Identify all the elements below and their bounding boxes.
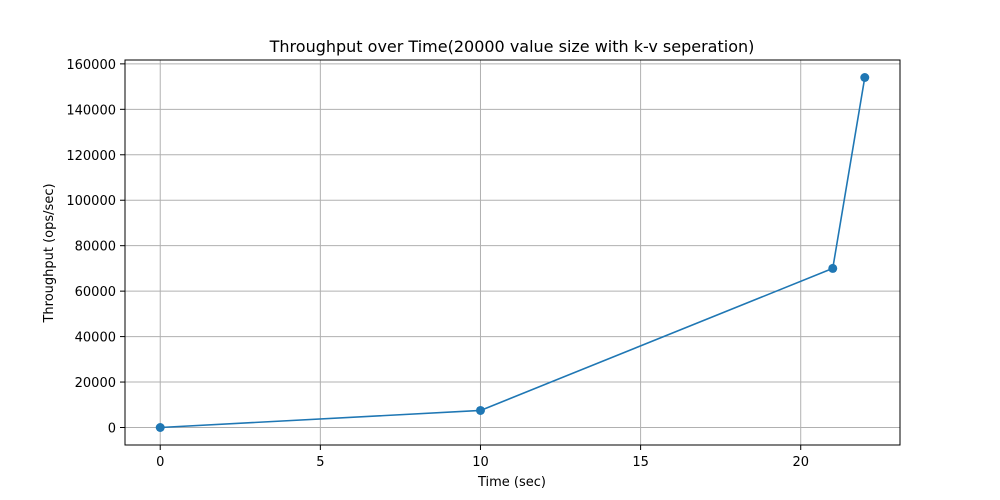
chart-title: Throughput over Time(20000 value size wi… xyxy=(269,37,755,56)
y-tick-label: 160000 xyxy=(66,58,116,73)
x-tick-label: 20 xyxy=(792,455,809,470)
series-line-0 xyxy=(160,77,866,429)
x-tick-label: 0 xyxy=(156,455,164,470)
y-tick-label: 60000 xyxy=(75,285,116,300)
x-tick-label: 15 xyxy=(632,455,649,470)
y-tick-label: 0 xyxy=(108,422,116,437)
data-point-3 xyxy=(860,73,870,82)
x-axis-label: Time (sec) xyxy=(477,475,546,490)
y-tick-label: 140000 xyxy=(66,103,116,118)
data-point-1 xyxy=(475,405,485,415)
y-tick-label: 120000 xyxy=(66,149,116,164)
y-tick-label: 20000 xyxy=(75,376,116,391)
y-tick-label: 40000 xyxy=(75,331,116,346)
grid xyxy=(125,60,900,445)
x-tick-label: 10 xyxy=(472,455,489,470)
y-axis-label: Throughput (ops/sec) xyxy=(42,183,57,323)
y-tick-label: 100000 xyxy=(66,194,116,209)
data-point-0 xyxy=(155,423,165,432)
x-tick-label: 5 xyxy=(316,455,324,470)
ticks: 0 5 10 15 20 0 20000 40000 60000 80000 100000 12000… xyxy=(66,58,809,470)
y-tick-label: 80000 xyxy=(75,240,116,255)
series-layer xyxy=(155,73,870,432)
data-point-2 xyxy=(828,263,838,273)
plot-frame xyxy=(124,59,901,446)
